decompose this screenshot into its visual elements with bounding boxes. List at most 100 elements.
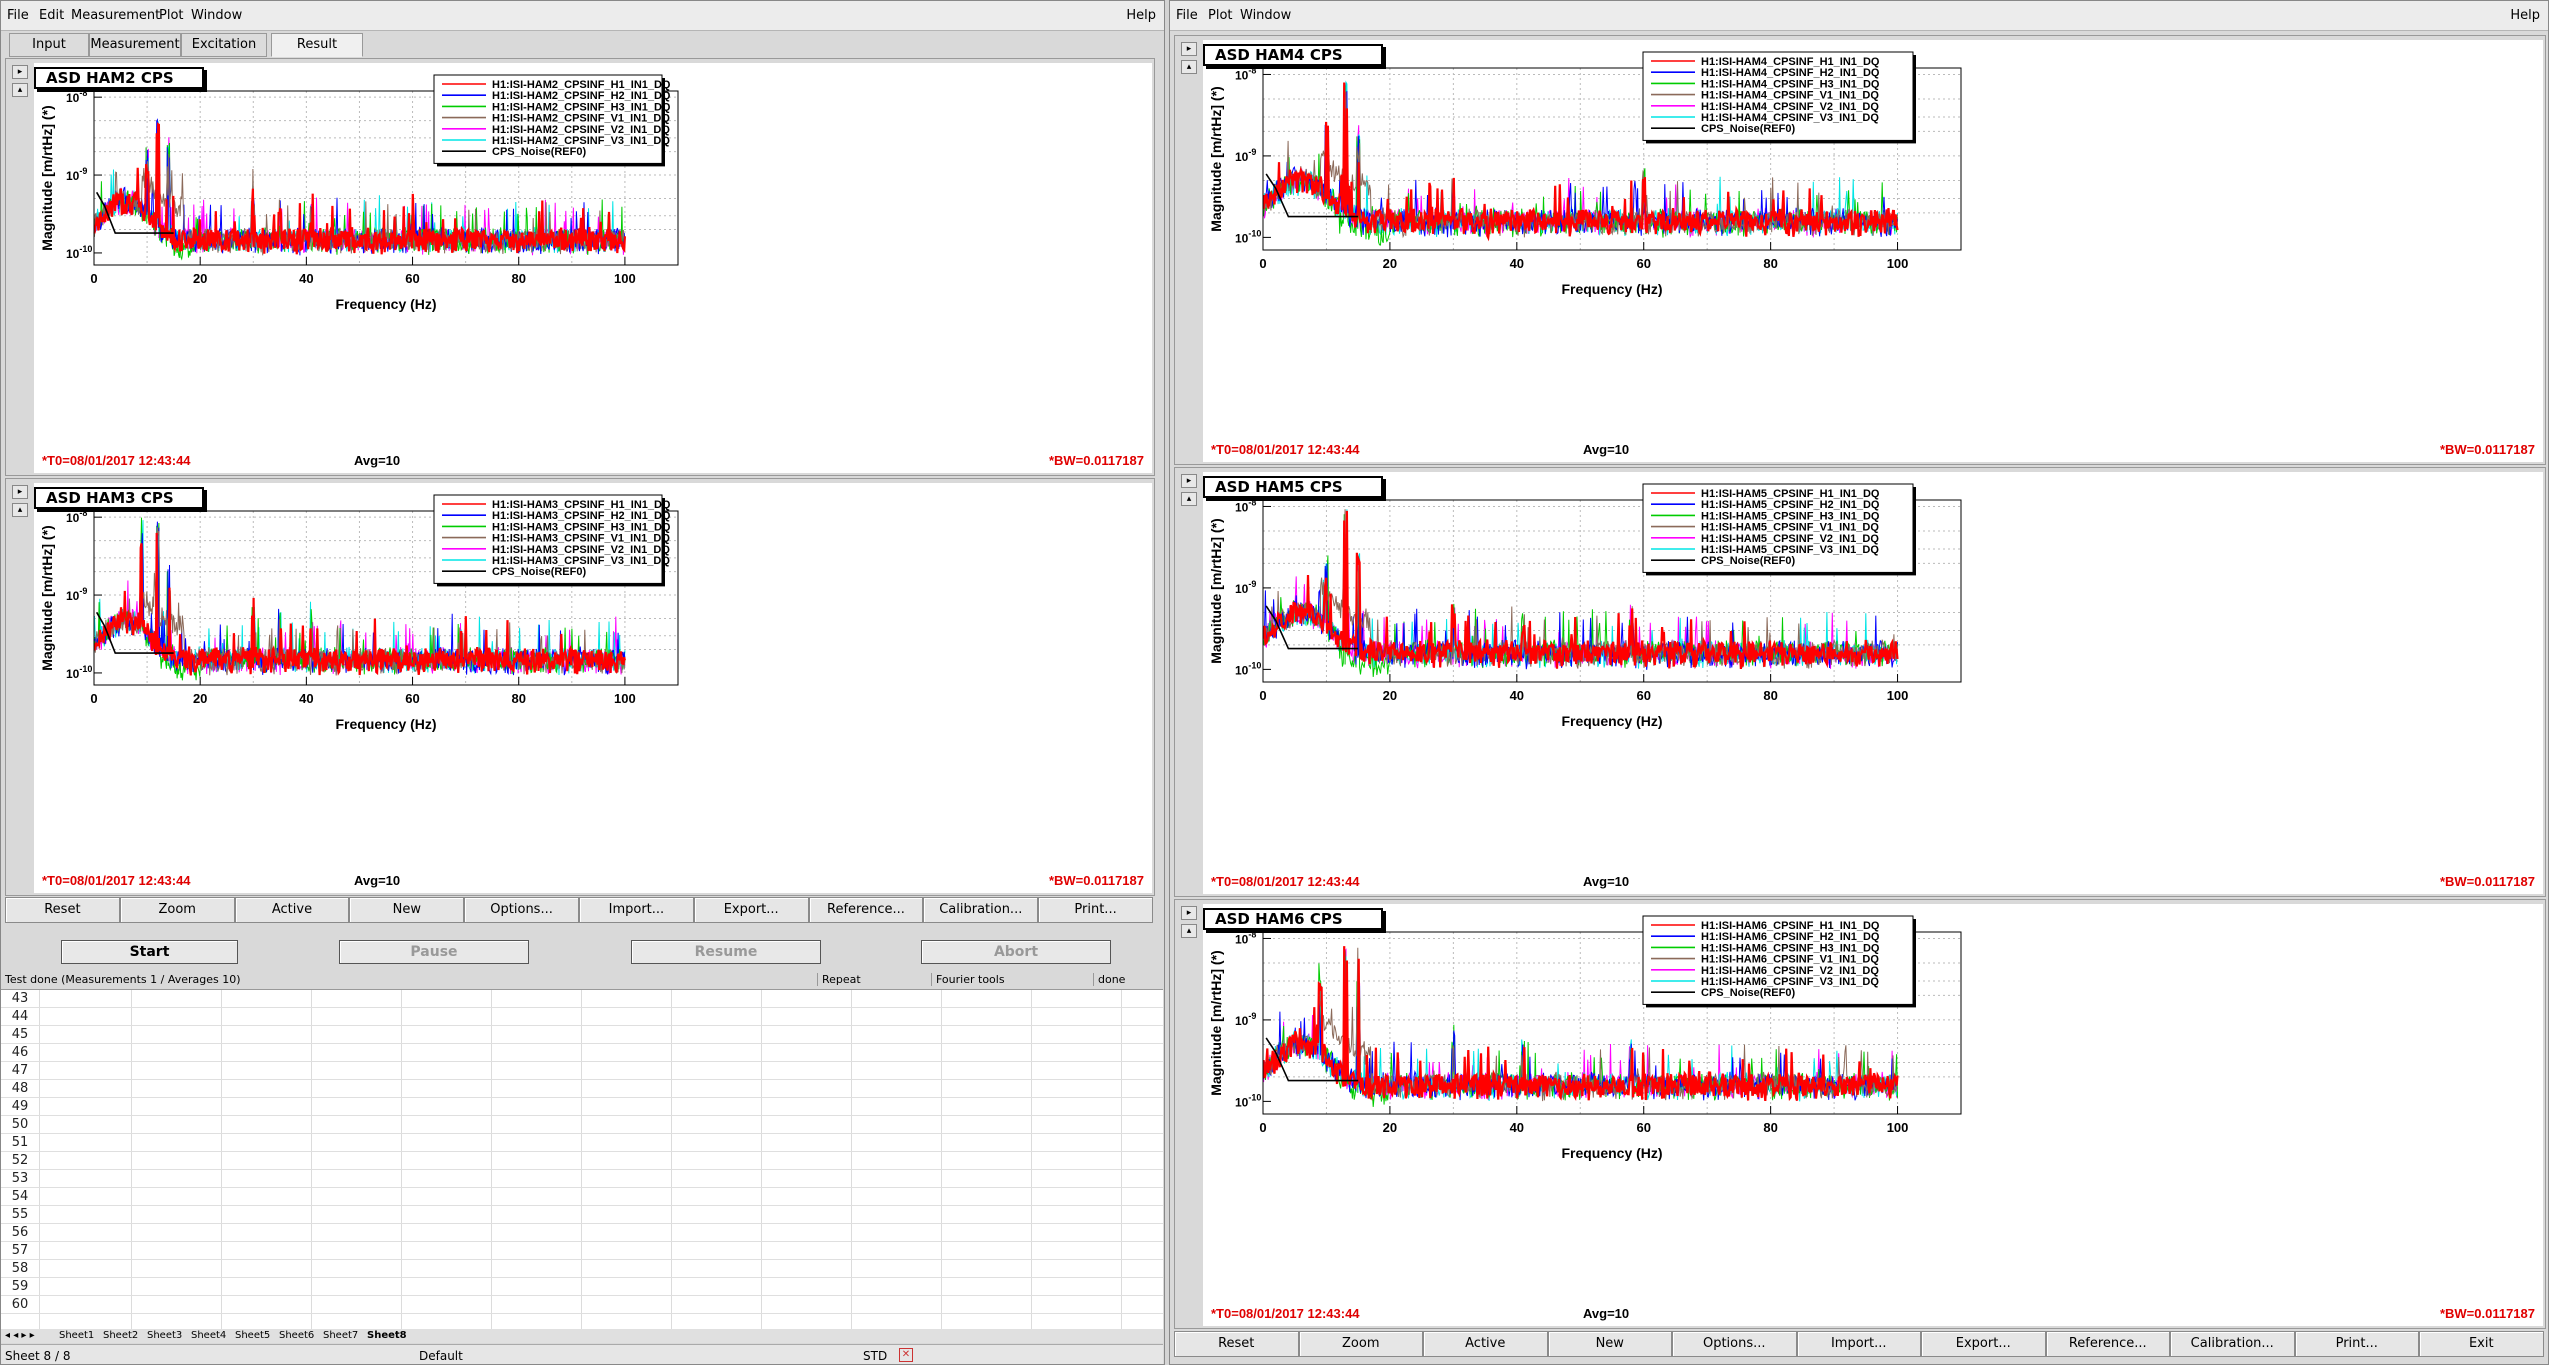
toolbar-calibration-button[interactable]: Calibration... <box>923 897 1039 923</box>
panel-expand-button[interactable]: ▸ <box>1181 906 1197 920</box>
chart-title[interactable]: ASD HAM4 CPS <box>1203 44 1383 66</box>
toolbar-active-button[interactable]: Active <box>234 897 350 923</box>
panel-expand-button[interactable]: ▸ <box>12 485 28 499</box>
sheet-tab-sheet1[interactable]: Sheet1 <box>59 1330 95 1341</box>
table-row[interactable]: 50 <box>1 1116 1163 1134</box>
chart-area[interactable]: 0 20 40 60 80 100 10-8 10-9 10-10 Frequency (Hz) M… <box>34 483 1152 893</box>
chart-ham3[interactable]: 0 20 40 60 80 100 10-8 10-9 10-10 Frequency (Hz) M… <box>34 483 1152 893</box>
toolbar-reset-button[interactable]: Reset <box>1174 1331 1299 1357</box>
table-row[interactable]: 57 <box>1 1242 1163 1260</box>
table-row[interactable]: 59 <box>1 1278 1163 1296</box>
legend-box[interactable] <box>1642 483 1914 573</box>
sheet-tab-sheet4[interactable]: Sheet4 <box>191 1330 227 1341</box>
toolbar-reference-button[interactable]: Reference... <box>808 897 924 923</box>
table-row[interactable]: 58 <box>1 1260 1163 1278</box>
table-row[interactable]: 46 <box>1 1044 1163 1062</box>
panel-collapse-button[interactable]: ▴ <box>1181 60 1197 74</box>
toolbar-options-button[interactable]: Options... <box>464 897 579 923</box>
chart-area[interactable]: 0 20 40 60 80 100 10-8 10-9 10-10 Frequency (Hz) M… <box>1203 472 2543 894</box>
toolbar-export-button[interactable]: Export... <box>693 897 809 923</box>
panel-collapse-button[interactable]: ▴ <box>12 83 28 97</box>
toolbar-new-button[interactable]: New <box>349 897 465 923</box>
sheet-tab-sheet8[interactable]: Sheet8 <box>367 1330 407 1341</box>
table-row[interactable]: 43 <box>1 990 1163 1008</box>
table-row[interactable]: 51 <box>1 1134 1163 1152</box>
chart-area[interactable]: 0 20 40 60 80 100 10-8 10-9 10-10 Frequency (Hz) M… <box>1203 40 2543 462</box>
diaggui-main-window: File Edit Measurement Plot Window Help I… <box>0 0 1165 1365</box>
toolbar-exit-button[interactable]: Exit <box>2419 1331 2544 1357</box>
menu-plot[interactable]: Plot <box>159 8 184 23</box>
toolbar-export-button[interactable]: Export... <box>1921 1331 2046 1357</box>
chart-title[interactable]: ASD HAM3 CPS <box>34 487 204 509</box>
toolbar-active-button[interactable]: Active <box>1423 1331 1548 1357</box>
chart-title[interactable]: ASD HAM6 CPS <box>1203 908 1383 930</box>
table-row[interactable]: 52 <box>1 1152 1163 1170</box>
panel-expand-button[interactable]: ▸ <box>12 65 28 79</box>
table-row[interactable]: 53 <box>1 1170 1163 1188</box>
chart-ham5[interactable]: 0 20 40 60 80 100 10-8 10-9 10-10 Frequency (Hz) M… <box>1203 472 2543 894</box>
toolbar-reference-button[interactable]: Reference... <box>2045 1331 2170 1357</box>
table-row[interactable]: 48 <box>1 1080 1163 1098</box>
tab-excitation[interactable]: Excitation <box>181 33 267 57</box>
menu-help[interactable]: Help <box>1126 8 1156 23</box>
tab-result[interactable]: Result <box>271 33 363 57</box>
resume-button[interactable]: Resume <box>631 940 821 964</box>
tab-measurement[interactable]: Measurement <box>89 33 181 57</box>
toolbar-import-button[interactable]: Import... <box>578 897 694 923</box>
table-row[interactable]: 55 <box>1 1206 1163 1224</box>
table-row[interactable]: 49 <box>1 1098 1163 1116</box>
start-button[interactable]: Start <box>61 940 238 964</box>
chart-title[interactable]: ASD HAM2 CPS <box>34 67 204 89</box>
toolbar-print-button[interactable]: Print... <box>1038 897 1153 923</box>
menu-plot[interactable]: Plot <box>1208 8 1233 23</box>
pause-button[interactable]: Pause <box>339 940 529 964</box>
table-row[interactable]: 54 <box>1 1188 1163 1206</box>
row-number: 58 <box>11 1261 29 1276</box>
toolbar-import-button[interactable]: Import... <box>1796 1331 1921 1357</box>
table-row[interactable]: 56 <box>1 1224 1163 1242</box>
legend-box[interactable] <box>1642 915 1914 1005</box>
panel-expand-button[interactable]: ▸ <box>1181 42 1197 56</box>
menu-help[interactable]: Help <box>2510 8 2540 23</box>
sheet-tab-sheet3[interactable]: Sheet3 <box>147 1330 183 1341</box>
panel-collapse-button[interactable]: ▴ <box>12 503 28 517</box>
menu-edit[interactable]: Edit <box>39 8 65 23</box>
toolbar-new-button[interactable]: New <box>1547 1331 1672 1357</box>
sheet-tab-sheet6[interactable]: Sheet6 <box>279 1330 315 1341</box>
toolbar-options-button[interactable]: Options... <box>1672 1331 1797 1357</box>
table-row[interactable]: 45 <box>1 1026 1163 1044</box>
sheet-tab-sheet5[interactable]: Sheet5 <box>235 1330 271 1341</box>
chart-title[interactable]: ASD HAM5 CPS <box>1203 476 1383 498</box>
chart-ham4[interactable]: 0 20 40 60 80 100 10-8 10-9 10-10 Frequency (Hz) M… <box>1203 40 2543 462</box>
menu-window[interactable]: Window <box>1240 8 1292 23</box>
spreadsheet[interactable]: 43 44 45 46 47 48 49 50 51 52 53 54 55 56 57 58 59 60 <box>1 989 1163 1329</box>
legend-box[interactable] <box>1642 51 1914 141</box>
table-row[interactable]: 47 <box>1 1062 1163 1080</box>
series-line <box>1262 510 1899 670</box>
legend-box[interactable] <box>433 74 663 164</box>
panel-expand-button[interactable]: ▸ <box>1181 474 1197 488</box>
chart-ham2[interactable]: 0 20 40 60 80 100 10-8 10-9 10-10 Frequency (Hz) M… <box>34 63 1152 473</box>
table-row[interactable]: 60 <box>1 1296 1163 1314</box>
tab-input[interactable]: Input <box>9 33 89 57</box>
toolbar-zoom-button[interactable]: Zoom <box>119 897 235 923</box>
toolbar-calibration-button[interactable]: Calibration... <box>2170 1331 2295 1357</box>
menu-file[interactable]: File <box>1176 8 1198 23</box>
chart-ham6[interactable]: 0 20 40 60 80 100 10-8 10-9 10-10 Frequency (Hz) M… <box>1203 904 2543 1326</box>
sheet-tab-sheet2[interactable]: Sheet2 <box>103 1330 139 1341</box>
menu-file[interactable]: File <box>7 8 29 23</box>
abort-button[interactable]: Abort <box>921 940 1111 964</box>
sheet-tab-sheet7[interactable]: Sheet7 <box>323 1330 359 1341</box>
toolbar-print-button[interactable]: Print... <box>2294 1331 2419 1357</box>
toolbar-zoom-button[interactable]: Zoom <box>1298 1331 1423 1357</box>
chart-area[interactable]: 0 20 40 60 80 100 10-8 10-9 10-10 Frequency (Hz) M… <box>1203 904 2543 1326</box>
toolbar-reset-button[interactable]: Reset <box>5 897 120 923</box>
menu-window[interactable]: Window <box>191 8 243 23</box>
chart-area[interactable]: 0 20 40 60 80 100 10-8 10-9 10-10 Frequency (Hz) M… <box>34 63 1152 473</box>
panel-collapse-button[interactable]: ▴ <box>1181 924 1197 938</box>
legend-box[interactable] <box>433 494 663 584</box>
menu-measurement[interactable]: Measurement <box>71 8 161 23</box>
table-row[interactable]: 44 <box>1 1008 1163 1026</box>
sheet-nav-arrows-icon[interactable]: ◂ ◂ ▸ ▸ <box>5 1330 35 1341</box>
panel-collapse-button[interactable]: ▴ <box>1181 492 1197 506</box>
